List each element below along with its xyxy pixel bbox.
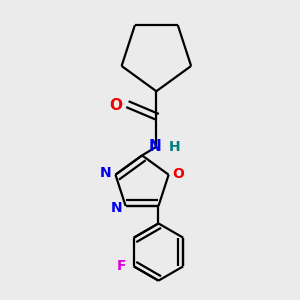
Text: H: H [169, 140, 181, 154]
Text: O: O [110, 98, 122, 113]
Text: F: F [117, 259, 126, 273]
Text: N: N [148, 139, 161, 154]
Text: N: N [100, 166, 112, 180]
Text: N: N [110, 201, 122, 215]
Text: O: O [172, 167, 184, 181]
